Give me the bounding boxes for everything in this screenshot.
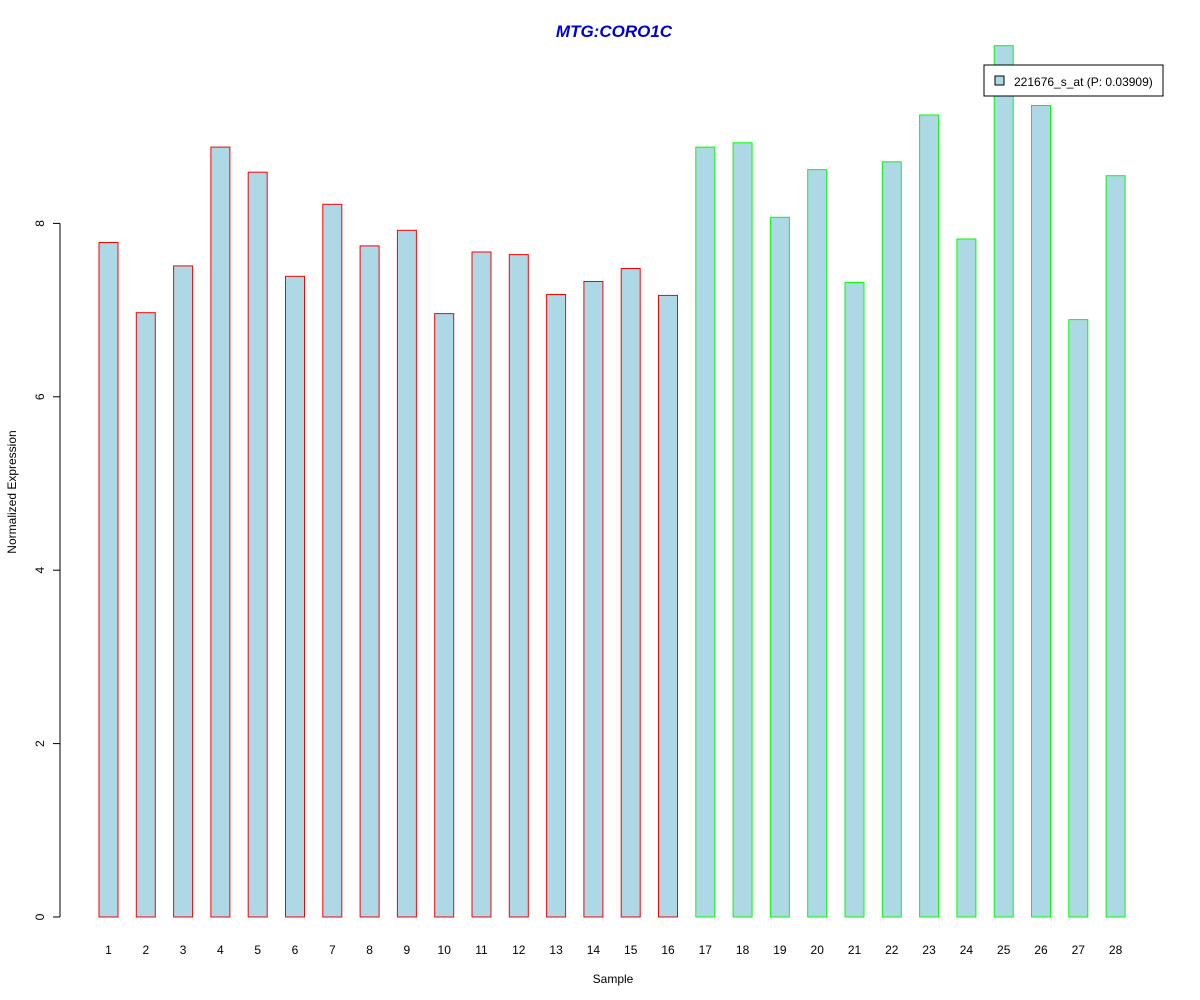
bar-sample-23 — [919, 114, 940, 918]
x-tick-label: 27 — [1072, 943, 1086, 957]
bar-sample-22 — [881, 161, 902, 918]
x-tick-label: 2 — [142, 943, 149, 957]
bar-sample-16 — [658, 294, 678, 918]
y-tick-label: 8 — [33, 220, 47, 227]
legend-box — [983, 64, 1164, 97]
bar-sample-6 — [285, 275, 305, 918]
x-tick-label: 9 — [404, 943, 411, 957]
x-tick-label: 20 — [811, 943, 825, 957]
legend-swatch — [994, 75, 1005, 86]
x-tick-label: 21 — [848, 943, 862, 957]
bar-sample-3 — [173, 265, 194, 918]
bar-sample-9 — [396, 229, 417, 918]
bar-sample-10 — [434, 313, 455, 918]
x-tick-label: 10 — [438, 943, 452, 957]
x-tick-label: 13 — [549, 943, 563, 957]
y-axis: 0 2 4 6 8 — [33, 220, 61, 920]
x-tick-label: 4 — [217, 943, 224, 957]
y-tick-label: 4 — [33, 567, 47, 574]
x-tick-label: 11 — [475, 943, 488, 957]
y-tick-label: 0 — [33, 913, 47, 920]
x-tick-label: 26 — [1034, 943, 1048, 957]
bar-sample-25 — [993, 45, 1014, 918]
x-tick-label: 24 — [960, 943, 974, 957]
y-axis-label: Normalized Expression — [5, 430, 19, 553]
bar-sample-21 — [844, 281, 865, 918]
x-tick-labels: 1 2 3 4 5 6 7 8 9 10 11 12 13 14 15 16 17 18 19 20 21 22 23 24 2… — [105, 943, 1122, 957]
bar-sample-18 — [732, 142, 753, 918]
bars — [98, 45, 1126, 918]
x-tick-label: 6 — [292, 943, 299, 957]
x-tick-label: 22 — [885, 943, 899, 957]
bar-sample-19 — [769, 216, 790, 918]
bar-sample-12 — [508, 254, 529, 918]
x-tick-label: 28 — [1109, 943, 1123, 957]
legend-entry-label: 221676_s_at (P: 0.03909) — [1014, 75, 1153, 89]
x-tick-label: 5 — [254, 943, 261, 957]
bar-sample-27 — [1068, 319, 1089, 918]
x-tick-label: 1 — [105, 943, 112, 957]
bar-sample-4 — [210, 146, 231, 918]
bar-sample-20 — [807, 169, 828, 918]
bar-sample-24 — [956, 238, 977, 918]
bar-sample-15 — [620, 268, 641, 918]
x-tick-label: 18 — [736, 943, 750, 957]
x-tick-label: 8 — [366, 943, 373, 957]
x-tick-label: 7 — [329, 943, 336, 957]
x-tick-label: 3 — [180, 943, 187, 957]
x-tick-label: 23 — [922, 943, 936, 957]
x-tick-label: 16 — [661, 943, 675, 957]
x-tick-label: 14 — [587, 943, 601, 957]
bar-sample-28 — [1105, 175, 1126, 918]
bar-sample-1 — [98, 242, 119, 918]
bar-sample-2 — [135, 312, 156, 918]
x-tick-label: 19 — [773, 943, 787, 957]
bar-sample-17 — [695, 146, 716, 918]
chart-title: MTG:CORO1C — [556, 22, 673, 41]
x-axis-label: Sample — [593, 972, 634, 986]
bar-sample-13 — [546, 294, 567, 918]
x-tick-label: 12 — [512, 943, 526, 957]
bar-sample-5 — [247, 171, 268, 918]
bar-sample-8 — [359, 245, 380, 918]
x-tick-label: 15 — [624, 943, 638, 957]
y-tick-label: 6 — [33, 393, 47, 400]
bar-sample-7 — [322, 203, 343, 918]
bar-sample-14 — [583, 281, 604, 918]
x-tick-label: 17 — [699, 943, 713, 957]
y-tick-label: 2 — [33, 740, 47, 747]
x-tick-label: 25 — [997, 943, 1011, 957]
legend: 221676_s_at (P: 0.03909) — [983, 64, 1164, 97]
bar-sample-26 — [1031, 105, 1051, 918]
bar-sample-11 — [471, 251, 492, 918]
